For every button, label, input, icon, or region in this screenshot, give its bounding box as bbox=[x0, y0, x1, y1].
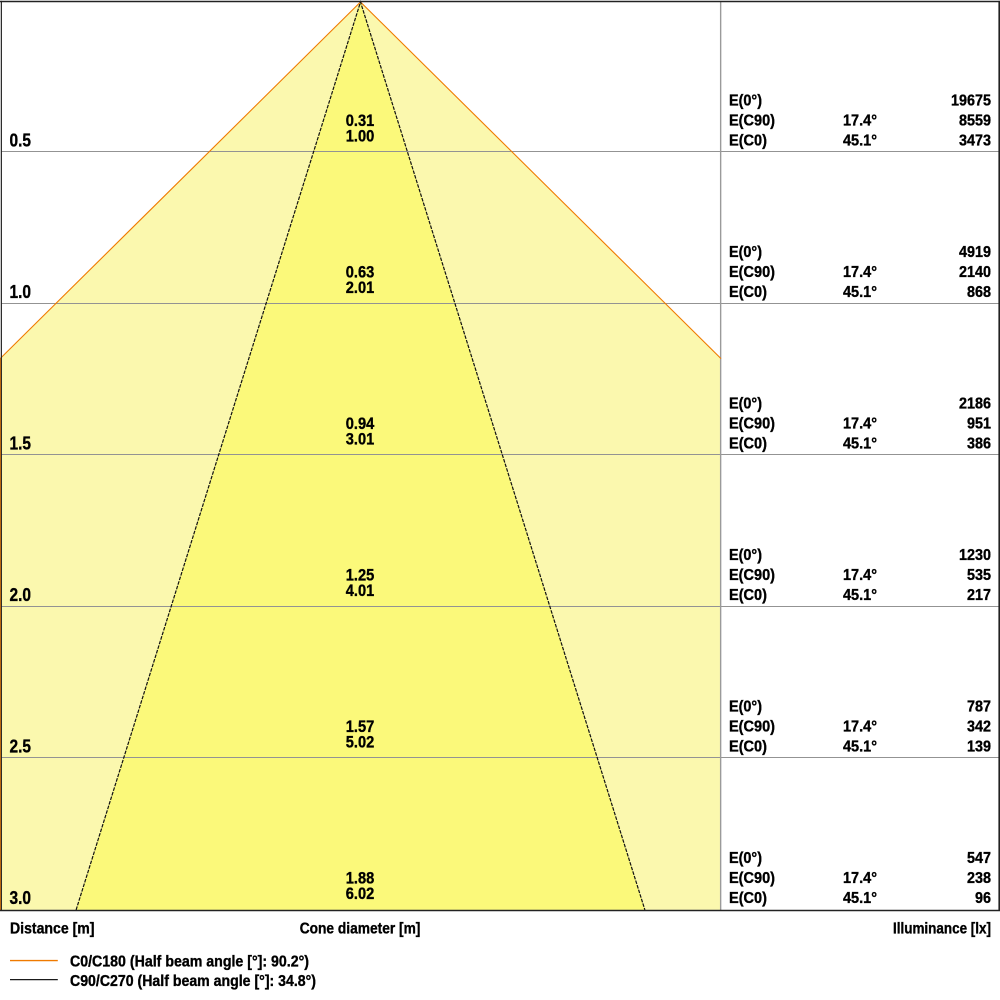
svg-text:217: 217 bbox=[967, 587, 991, 604]
svg-text:Distance [m]: Distance [m] bbox=[10, 921, 95, 938]
svg-text:1.88: 1.88 bbox=[346, 869, 375, 888]
svg-text:17.4°: 17.4° bbox=[843, 567, 877, 584]
svg-text:45.1°: 45.1° bbox=[843, 890, 877, 907]
svg-text:E(C90): E(C90) bbox=[729, 870, 775, 887]
svg-text:E(C0): E(C0) bbox=[729, 132, 767, 149]
svg-text:E(C90): E(C90) bbox=[729, 112, 775, 129]
svg-text:45.1°: 45.1° bbox=[843, 738, 877, 755]
svg-text:0.5: 0.5 bbox=[10, 131, 32, 151]
svg-text:E(C0): E(C0) bbox=[729, 587, 767, 604]
svg-text:96: 96 bbox=[975, 890, 991, 907]
svg-text:3.0: 3.0 bbox=[10, 888, 32, 908]
svg-text:E(C0): E(C0) bbox=[729, 890, 767, 907]
svg-text:3.01: 3.01 bbox=[346, 429, 375, 448]
svg-text:E(C0): E(C0) bbox=[729, 435, 767, 452]
svg-text:17.4°: 17.4° bbox=[843, 264, 877, 281]
svg-text:1.00: 1.00 bbox=[346, 126, 375, 145]
svg-text:951: 951 bbox=[967, 415, 991, 432]
svg-text:2.01: 2.01 bbox=[346, 278, 375, 297]
svg-text:45.1°: 45.1° bbox=[843, 284, 877, 301]
svg-text:19675: 19675 bbox=[951, 92, 991, 109]
svg-text:2140: 2140 bbox=[959, 264, 991, 281]
svg-text:45.1°: 45.1° bbox=[843, 587, 877, 604]
svg-text:17.4°: 17.4° bbox=[843, 718, 877, 735]
svg-text:0.63: 0.63 bbox=[346, 263, 375, 282]
svg-text:E(C90): E(C90) bbox=[729, 718, 775, 735]
svg-text:6.02: 6.02 bbox=[346, 884, 375, 903]
svg-text:4.01: 4.01 bbox=[346, 581, 375, 600]
svg-text:4919: 4919 bbox=[959, 244, 991, 261]
svg-text:8559: 8559 bbox=[959, 112, 991, 129]
svg-text:535: 535 bbox=[967, 567, 991, 584]
svg-text:17.4°: 17.4° bbox=[843, 870, 877, 887]
svg-text:E(C90): E(C90) bbox=[729, 264, 775, 281]
svg-text:C90/C270 (Half beam angle [°]:: C90/C270 (Half beam angle [°]: 34.8°) bbox=[70, 973, 316, 990]
svg-text:E(0°): E(0°) bbox=[729, 92, 762, 109]
svg-text:45.1°: 45.1° bbox=[843, 132, 877, 149]
svg-text:0.94: 0.94 bbox=[346, 414, 375, 433]
svg-text:E(C90): E(C90) bbox=[729, 415, 775, 432]
svg-text:0.31: 0.31 bbox=[346, 111, 375, 130]
svg-text:C0/C180 (Half beam angle [°]:: C0/C180 (Half beam angle [°]: 90.2°) bbox=[70, 954, 309, 971]
svg-text:E(0°): E(0°) bbox=[729, 547, 762, 564]
svg-text:E(0°): E(0°) bbox=[729, 395, 762, 412]
svg-text:1.25: 1.25 bbox=[346, 566, 375, 585]
svg-text:2186: 2186 bbox=[959, 395, 991, 412]
svg-text:386: 386 bbox=[967, 435, 991, 452]
svg-text:342: 342 bbox=[967, 718, 991, 735]
svg-text:2.0: 2.0 bbox=[10, 585, 32, 605]
svg-text:E(C0): E(C0) bbox=[729, 738, 767, 755]
svg-text:868: 868 bbox=[967, 284, 991, 301]
svg-text:17.4°: 17.4° bbox=[843, 415, 877, 432]
svg-text:E(C90): E(C90) bbox=[729, 567, 775, 584]
svg-text:E(0°): E(0°) bbox=[729, 850, 762, 867]
svg-text:2.5: 2.5 bbox=[10, 737, 32, 757]
svg-text:E(0°): E(0°) bbox=[729, 244, 762, 261]
svg-text:Illuminance [lx]: Illuminance [lx] bbox=[893, 921, 991, 938]
svg-text:787: 787 bbox=[967, 698, 991, 715]
svg-text:Cone diameter [m]: Cone diameter [m] bbox=[300, 921, 421, 938]
svg-text:1.0: 1.0 bbox=[10, 282, 32, 302]
svg-text:238: 238 bbox=[967, 870, 991, 887]
svg-text:547: 547 bbox=[967, 850, 991, 867]
svg-text:1230: 1230 bbox=[959, 547, 991, 564]
svg-text:E(0°): E(0°) bbox=[729, 698, 762, 715]
svg-text:45.1°: 45.1° bbox=[843, 435, 877, 452]
svg-text:3473: 3473 bbox=[959, 132, 991, 149]
svg-text:E(C0): E(C0) bbox=[729, 284, 767, 301]
svg-text:139: 139 bbox=[967, 738, 991, 755]
svg-text:1.57: 1.57 bbox=[346, 717, 375, 736]
svg-text:5.02: 5.02 bbox=[346, 732, 375, 751]
svg-text:1.5: 1.5 bbox=[10, 434, 32, 454]
svg-text:17.4°: 17.4° bbox=[843, 112, 877, 129]
